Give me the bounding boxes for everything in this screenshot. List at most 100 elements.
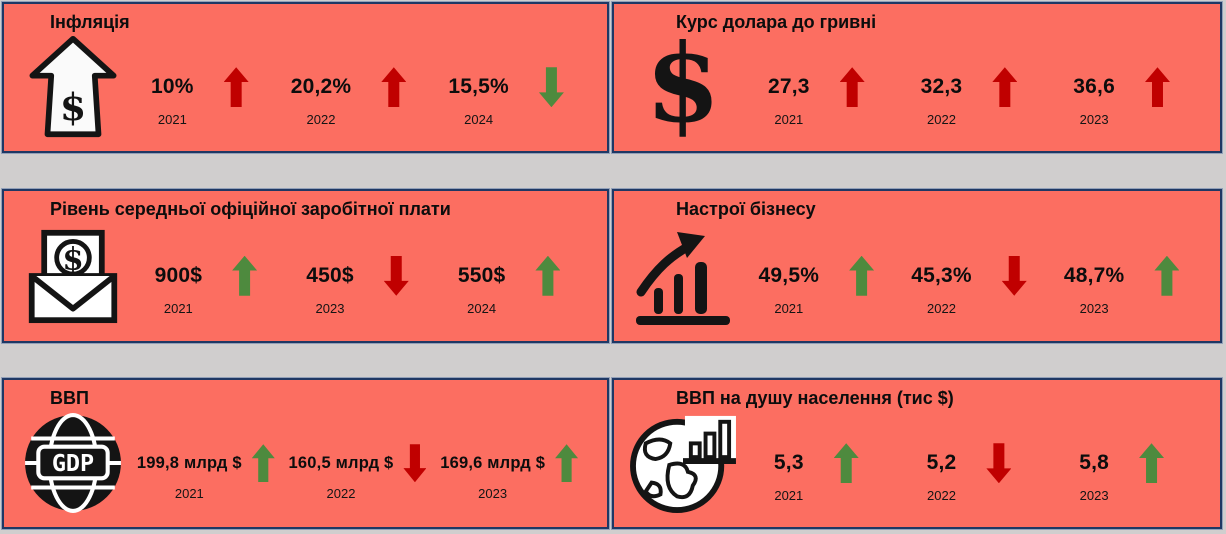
panel-title: ВВП	[50, 388, 89, 408]
metric-year: 2023	[1079, 488, 1109, 504]
trend-up-icon	[992, 67, 1018, 108]
growth-chart-icon	[626, 226, 740, 326]
metric: 15,5% 2024	[448, 67, 564, 127]
panel-body: GDP 199,8 млрд $ 2021 160,5 млрд $ 2022	[4, 409, 607, 524]
metric: 20,2% 2022	[290, 67, 407, 127]
metric-value: 49,5%	[758, 263, 820, 287]
metric-year: 2023	[1079, 112, 1109, 128]
metric-value: 199,8 млрд $	[136, 453, 242, 472]
metric: 5,2 2022	[926, 443, 1012, 503]
globe-bar-chart-icon	[626, 412, 740, 514]
trend-down-icon	[403, 444, 427, 483]
metric-year: 2021	[157, 112, 187, 128]
metric: 48,7% 2023	[1063, 255, 1180, 316]
trend-down-icon	[538, 67, 564, 108]
trend-up-icon	[223, 67, 249, 108]
metric-year: 2021	[774, 488, 804, 504]
metric-year: 2022	[927, 112, 956, 128]
panel-body: $ 27,3 2021 32,3 2022	[614, 21, 1220, 148]
trend-up-icon	[232, 255, 258, 296]
panel-inflation: Інфляція $ 10% 2021 20,2%	[2, 2, 609, 153]
trend-up-icon	[1154, 255, 1180, 296]
panel-business-sentiment: Настрої бізнесу 49,5% 2021	[612, 189, 1222, 343]
panel-gdp-per-capita: ВВП на душу населення (тис $)	[612, 378, 1222, 529]
metric-year: 2024	[464, 112, 494, 128]
metric-value: 48,7%	[1063, 263, 1125, 287]
svg-text:$: $	[60, 84, 86, 129]
dollar-glyph: $	[645, 21, 721, 148]
metric-year: 2022	[927, 488, 956, 504]
metrics-row: 5,3 2021 5,2 2022 5,8 2023	[740, 443, 1198, 503]
metric-year: 2023	[315, 300, 345, 316]
metric-year: 2022	[927, 300, 956, 316]
metric: 27,3 2021	[767, 67, 865, 127]
panel-body: $ 900$ 2021 450$ 2023	[4, 220, 607, 338]
metric-year: 2023	[478, 485, 508, 501]
metric-value: 10%	[151, 75, 194, 99]
metric-value: 5,8	[1079, 451, 1110, 475]
metrics-row: 10% 2021 20,2% 2022 15,5% 2024	[130, 67, 585, 127]
metric-year: 2021	[163, 300, 193, 316]
metric: 900$ 2021	[154, 255, 258, 316]
metric-year: 2021	[774, 112, 804, 128]
trend-up-icon	[1139, 443, 1165, 484]
trend-up-icon	[251, 444, 275, 483]
metric: 450$ 2023	[306, 255, 409, 316]
metric: 45,3% 2022	[911, 255, 1027, 316]
metric-value: 20,2%	[290, 75, 352, 99]
panel-average-salary: Рівень середньої офіційної заробітної пл…	[2, 189, 609, 343]
panel-body: 49,5% 2021 45,3% 2022 48,7% 2023	[614, 220, 1220, 338]
metric-value: 27,3	[767, 75, 810, 99]
panel-title: Рівень середньої офіційної заробітної пл…	[50, 199, 451, 219]
panel-usd-uah-rate: Курс долара до гривні $ 27,3 2021 32,3 2…	[612, 2, 1222, 153]
metrics-row: 49,5% 2021 45,3% 2022 48,7% 2023	[740, 255, 1198, 316]
metric-year: 2023	[1079, 300, 1109, 316]
metrics-row: 900$ 2021 450$ 2023 550$ 2024	[130, 255, 585, 316]
svg-text:$: $	[62, 241, 83, 277]
panel-body: $ 10% 2021 20,2% 2022	[4, 33, 607, 148]
salary-envelope-icon: $	[16, 228, 130, 324]
trend-down-icon	[986, 443, 1012, 484]
panel-title: Інфляція	[50, 12, 130, 32]
metric-value: 32,3	[920, 75, 963, 99]
metrics-row: 27,3 2021 32,3 2022 36,6 2023	[740, 67, 1198, 127]
panel-title: Настрої бізнесу	[676, 199, 816, 219]
metric: 160,5 млрд $ 2022	[288, 444, 427, 501]
metric-value: 5,2	[926, 451, 957, 475]
trend-up-icon	[555, 444, 579, 483]
panel-gdp: ВВП GDP 199,8 млрд $ 2021	[2, 378, 609, 529]
metric-value: 450$	[306, 263, 354, 287]
gdp-globe-icon: GDP	[16, 412, 130, 514]
trend-up-icon	[1144, 67, 1170, 108]
metric-year: 2021	[174, 485, 204, 501]
metric: 36,6 2023	[1073, 67, 1170, 127]
metric-value: 550$	[457, 263, 506, 287]
metric: 169,6 млрд $ 2023	[440, 444, 579, 501]
metric: 32,3 2022	[920, 67, 1018, 127]
metric: 5,8 2023	[1079, 443, 1165, 503]
trend-up-icon	[833, 443, 859, 484]
metric-year: 2022	[326, 485, 356, 501]
metric-value: 160,5 млрд $	[288, 453, 394, 472]
panel-title: ВВП на душу населення (тис $)	[676, 388, 954, 408]
metric-year: 2022	[306, 112, 336, 128]
metric: 199,8 млрд $ 2021	[136, 444, 275, 501]
metric: 5,3 2021	[773, 443, 859, 503]
trend-down-icon	[1001, 255, 1027, 296]
metric: 49,5% 2021	[758, 255, 875, 316]
metric-year: 2021	[774, 300, 804, 316]
trend-up-icon	[839, 67, 865, 108]
panel-body: 5,3 2021 5,2 2022 5,8 2023	[614, 409, 1220, 524]
trend-up-icon	[849, 255, 875, 296]
metric-year: 2024	[467, 300, 497, 316]
metric: 550$ 2024	[457, 255, 561, 316]
metric-value: 900$	[154, 263, 203, 287]
trend-down-icon	[383, 255, 409, 296]
trend-up-icon	[535, 255, 561, 296]
panel-title: Курс долара до гривні	[676, 12, 877, 32]
metrics-row: 199,8 млрд $ 2021 160,5 млрд $ 2022 169,…	[130, 444, 585, 501]
dollar-sign-icon: $	[626, 21, 740, 148]
money-up-arrow-icon: $	[16, 35, 130, 139]
metric-value: 5,3	[773, 451, 804, 475]
